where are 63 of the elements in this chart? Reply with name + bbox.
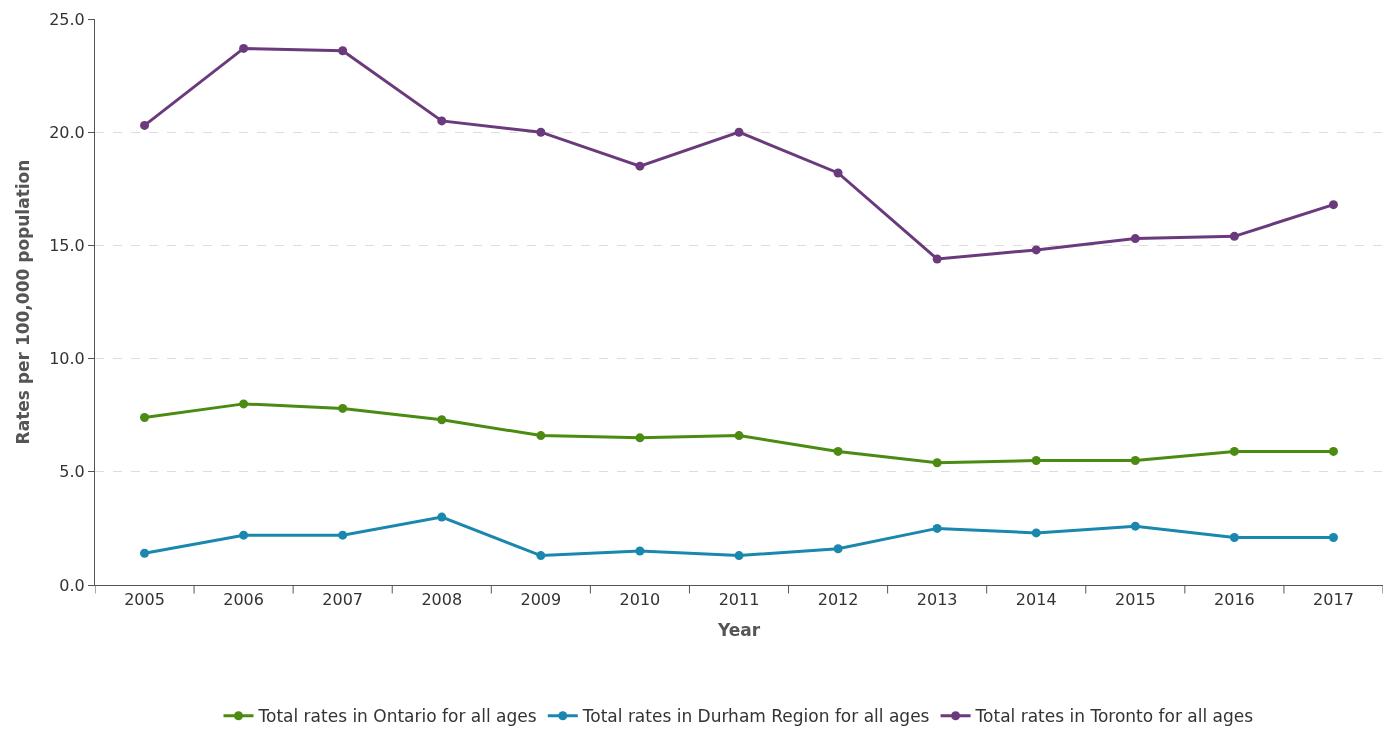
y-axis-title: Rates per 100,000 population xyxy=(12,159,33,445)
point xyxy=(734,551,744,561)
y-tick-label: 5.0 xyxy=(59,462,85,482)
point xyxy=(338,530,348,540)
legend-label: Total rates in Toronto for all ages xyxy=(974,706,1254,727)
point xyxy=(1229,532,1239,542)
point xyxy=(1031,455,1041,465)
point xyxy=(833,168,843,178)
x-tick-label: 2014 xyxy=(1015,590,1057,610)
point xyxy=(1130,234,1140,244)
point xyxy=(140,412,150,422)
y-tick-label: 15.0 xyxy=(49,236,85,255)
point xyxy=(635,433,645,443)
point xyxy=(239,43,249,53)
point xyxy=(536,431,546,441)
point xyxy=(239,530,249,540)
x-axis-title: Year xyxy=(716,619,761,640)
point xyxy=(1130,521,1140,531)
point xyxy=(734,431,744,441)
legend-label: Total rates in Durham Region for all ages xyxy=(581,706,930,727)
point xyxy=(338,403,348,413)
x-tick-label: 2009 xyxy=(520,590,562,610)
x-tick-label: 2017 xyxy=(1313,590,1354,610)
point xyxy=(536,551,546,561)
x-tick-label: 2011 xyxy=(718,590,760,610)
point xyxy=(1031,245,1041,255)
point xyxy=(437,512,447,522)
point xyxy=(437,116,447,126)
point xyxy=(932,254,942,264)
point xyxy=(734,127,744,137)
y-tick-label: 20.0 xyxy=(49,122,85,142)
x-tick-label: 2012 xyxy=(817,590,859,610)
point xyxy=(932,458,942,468)
legend-label: Total rates in Ontario for all ages xyxy=(257,706,537,727)
point xyxy=(1229,446,1239,456)
x-tick-label: 2006 xyxy=(223,590,264,610)
point xyxy=(635,161,645,171)
x-tick-label: 2007 xyxy=(322,590,364,610)
point xyxy=(1130,455,1140,465)
point xyxy=(932,523,942,533)
point xyxy=(140,120,150,130)
point xyxy=(536,127,546,137)
point xyxy=(833,446,843,456)
point xyxy=(833,544,843,554)
x-tick-label: 2008 xyxy=(421,590,463,610)
x-tick-label: 2016 xyxy=(1214,590,1255,610)
y-tick-label: 25.0 xyxy=(49,9,85,29)
point xyxy=(1229,231,1239,241)
point xyxy=(1328,446,1338,456)
point xyxy=(635,546,645,556)
point xyxy=(1328,532,1338,542)
y-tick-label: 10.0 xyxy=(49,349,85,369)
x-tick-label: 2013 xyxy=(916,590,958,610)
y-tick-label: 0.0 xyxy=(59,575,85,595)
point xyxy=(140,548,150,558)
x-tick-label: 2010 xyxy=(619,590,661,610)
point xyxy=(1328,200,1338,210)
point xyxy=(239,399,249,409)
point xyxy=(338,46,348,56)
point xyxy=(437,415,447,425)
x-tick-label: 2015 xyxy=(1114,590,1156,610)
x-tick-label: 2005 xyxy=(124,590,165,610)
point xyxy=(1031,528,1041,538)
